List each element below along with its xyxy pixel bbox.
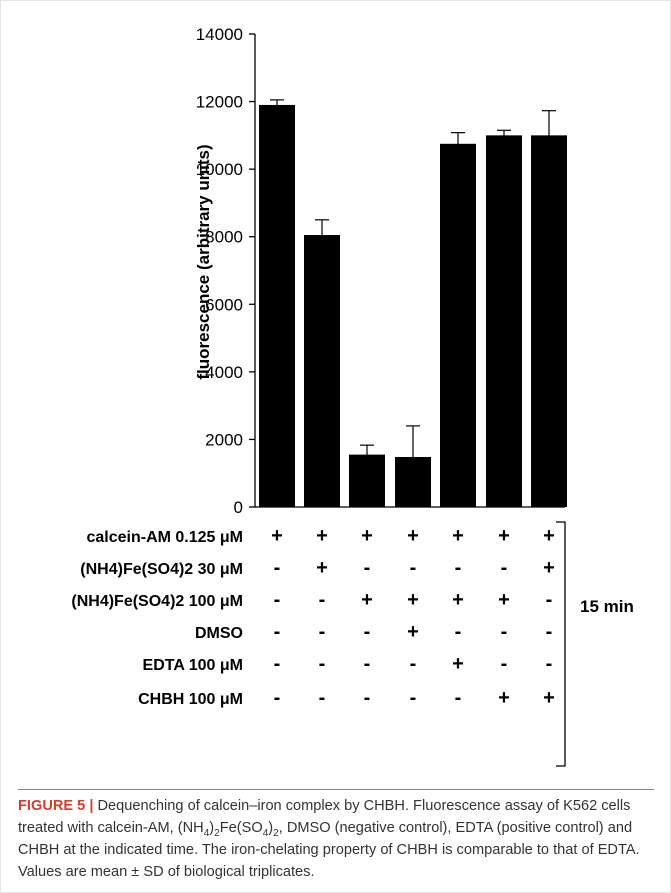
treatment-row-label: calcein-AM 0.125 μM: [86, 529, 243, 546]
caption-sub-3: 4: [262, 827, 269, 839]
y-tick-label: 2000: [205, 430, 243, 449]
y-tick-label: 0: [234, 498, 243, 517]
bar-chart: 0 2000 4000 6000 8000 10000 12000 14000 fluores…: [71, 25, 634, 767]
y-tick-label: 12000: [196, 93, 243, 112]
minus-mark: -: [455, 557, 462, 579]
bar: [531, 135, 567, 507]
minus-mark: -: [410, 653, 417, 675]
treatment-row-label: (NH4)Fe(SO4)2 30 μM: [80, 561, 243, 578]
figure-caption: FIGURE 5 | Dequenching of calcein–iron c…: [18, 795, 658, 883]
minus-mark: -: [274, 589, 281, 611]
plus-mark: +: [543, 687, 555, 709]
minus-mark: -: [274, 653, 281, 675]
minus-mark: -: [274, 687, 281, 709]
caption-sub-2: 2: [214, 827, 220, 839]
minus-mark: -: [319, 589, 326, 611]
minus-mark: -: [364, 687, 371, 709]
y-tick-label: 6000: [205, 295, 243, 314]
plus-mark: +: [361, 589, 373, 611]
bar: [440, 143, 476, 507]
bracket-label: 15 min: [580, 597, 634, 616]
plus-mark: +: [498, 589, 510, 611]
caption-sub-1: 4: [203, 827, 210, 839]
minus-mark: -: [410, 557, 417, 579]
time-bracket: 15 min: [556, 521, 634, 767]
error-bars: [270, 99, 556, 496]
minus-mark: -: [546, 621, 553, 643]
y-tick-label: 14000: [196, 25, 243, 44]
minus-mark: -: [274, 621, 281, 643]
y-tick-label: 4000: [205, 363, 243, 382]
treatment-row-label: EDTA 100 μM: [143, 657, 243, 674]
figure-label: FIGURE 5 |: [18, 798, 94, 814]
plus-mark: +: [361, 525, 373, 547]
plus-mark: +: [452, 589, 464, 611]
plus-mark: +: [498, 525, 510, 547]
y-tick-label: 8000: [205, 228, 243, 247]
minus-mark: -: [455, 687, 462, 709]
bar: [304, 235, 340, 507]
minus-mark: -: [546, 653, 553, 675]
minus-mark: -: [319, 621, 326, 643]
plus-mark: +: [407, 589, 419, 611]
plus-mark: +: [543, 557, 555, 579]
plus-mark: +: [452, 525, 464, 547]
plus-mark: +: [498, 687, 510, 709]
caption-text-5: , DMSO (negative control), EDTA (positiv…: [18, 820, 640, 880]
plus-mark: +: [271, 525, 283, 547]
minus-mark: -: [546, 589, 553, 611]
caption-sub-4: 2: [273, 827, 279, 839]
minus-mark: -: [364, 557, 371, 579]
treatment-row-label: (NH4)Fe(SO4)2 100 μM: [71, 593, 243, 610]
plus-mark: +: [543, 525, 555, 547]
minus-mark: -: [455, 621, 462, 643]
minus-mark: -: [410, 687, 417, 709]
plus-mark: +: [452, 653, 464, 675]
treatment-table: calcein-AM 0.125 μM + + + + + + + (NH4)Fe(SO4)2 …: [71, 525, 554, 709]
minus-mark: -: [319, 687, 326, 709]
y-tick-label: 10000: [196, 160, 243, 179]
plus-mark: +: [316, 557, 328, 579]
minus-mark: -: [501, 621, 508, 643]
minus-mark: -: [364, 653, 371, 675]
minus-mark: -: [319, 653, 326, 675]
caption-text-3: Fe(SO: [219, 820, 263, 836]
caption-text-2: ): [209, 820, 215, 836]
y-axis: 0 2000 4000 6000 8000 10000 12000 14000: [196, 25, 565, 517]
caption-text-1: Dequenching of calcein–iron complex by C…: [18, 798, 631, 836]
treatment-row-label: DMSO: [195, 625, 243, 642]
minus-mark: -: [364, 621, 371, 643]
plus-mark: +: [407, 525, 419, 547]
minus-mark: -: [501, 653, 508, 675]
caption-text-4: ): [268, 820, 274, 836]
caption-divider: [18, 789, 654, 790]
bars: [259, 104, 567, 507]
plus-mark: +: [407, 621, 419, 643]
plus-mark: +: [316, 525, 328, 547]
bar: [486, 135, 522, 507]
treatment-row-label: CHBH 100 μM: [138, 691, 243, 708]
bracket-line: [556, 521, 566, 767]
bar: [259, 104, 295, 507]
minus-mark: -: [274, 557, 281, 579]
y-axis-title: fluorescence (arbitrary units): [194, 144, 213, 379]
minus-mark: -: [501, 557, 508, 579]
